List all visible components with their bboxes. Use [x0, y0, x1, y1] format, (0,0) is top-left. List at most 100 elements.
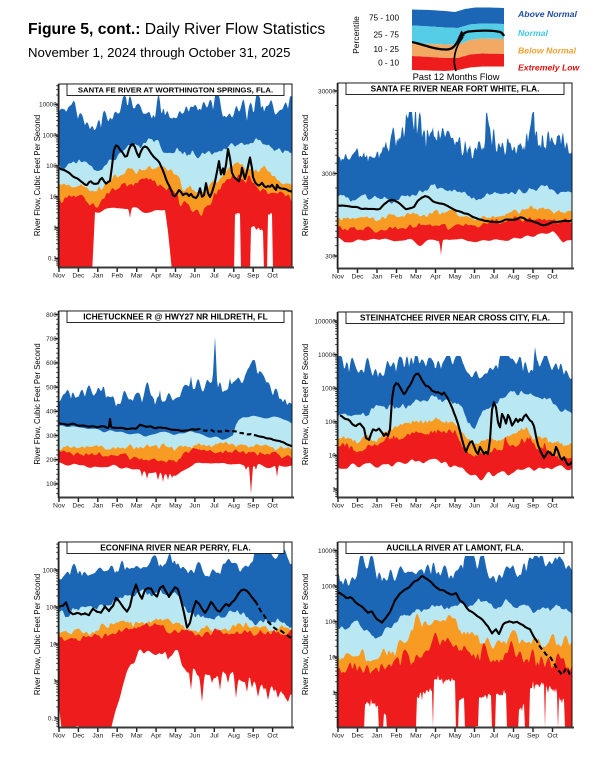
svg-text:1000: 1000 — [43, 567, 58, 574]
svg-text:Percentile: Percentile — [351, 16, 361, 54]
svg-text:Oct: Oct — [267, 273, 278, 280]
svg-text:Jan: Jan — [92, 503, 103, 510]
svg-text:Jan: Jan — [92, 733, 103, 740]
svg-text:Extremely Low: Extremely Low — [518, 63, 581, 73]
svg-text:May: May — [169, 733, 182, 740]
svg-text:Oct: Oct — [267, 733, 278, 740]
svg-text:Jul: Jul — [210, 503, 219, 510]
svg-text:Mar: Mar — [410, 733, 422, 740]
svg-text:Apr: Apr — [430, 733, 441, 740]
svg-text:Oct: Oct — [547, 733, 558, 740]
svg-text:Jul: Jul — [210, 733, 219, 740]
svg-text:Sep: Sep — [247, 273, 259, 280]
svg-text:Jan: Jan — [372, 503, 383, 510]
svg-text:Jun: Jun — [189, 273, 200, 280]
svg-text:Sep: Sep — [527, 274, 539, 281]
svg-text:Sep: Sep — [247, 733, 259, 740]
svg-text:Above Normal: Above Normal — [517, 9, 577, 19]
svg-text:Jun: Jun — [469, 503, 480, 510]
svg-text:Nov: Nov — [53, 733, 66, 740]
svg-text:Jul: Jul — [490, 733, 499, 740]
svg-text:800: 800 — [46, 312, 57, 319]
svg-text:Jul: Jul — [210, 273, 219, 280]
svg-text:75 - 100: 75 - 100 — [369, 14, 399, 23]
svg-text:Apr: Apr — [151, 733, 162, 740]
svg-text:1000: 1000 — [43, 132, 58, 139]
svg-text:500: 500 — [46, 384, 57, 391]
svg-text:Below Normal: Below Normal — [518, 46, 577, 56]
svg-text:Sep: Sep — [247, 503, 259, 510]
svg-text:SANTA FE RIVER AT WORTHINGTON: SANTA FE RIVER AT WORTHINGTON SPRINGS, F… — [78, 86, 273, 95]
svg-text:Feb: Feb — [111, 733, 123, 740]
svg-text:1: 1 — [332, 690, 336, 697]
svg-text:Mar: Mar — [131, 733, 143, 740]
svg-text:100000: 100000 — [314, 318, 336, 325]
svg-text:100: 100 — [325, 619, 336, 626]
svg-text:Mar: Mar — [410, 503, 422, 510]
svg-text:1000: 1000 — [322, 583, 337, 590]
svg-text:ICHETUCKNEE R @ HWY27 NR HILDR: ICHETUCKNEE R @ HWY27 NR HILDRETH, FL — [83, 312, 268, 322]
svg-text:November 1, 2024 through Octob: November 1, 2024 through October 31, 202… — [28, 45, 290, 60]
svg-text:May: May — [169, 273, 182, 280]
svg-text:Jun: Jun — [469, 733, 480, 740]
svg-text:Jan: Jan — [92, 273, 103, 280]
svg-text:ECONFINA RIVER NEAR PERRY, FLA: ECONFINA RIVER NEAR PERRY, FLA. — [100, 543, 251, 553]
svg-text:Dec: Dec — [72, 273, 85, 280]
svg-text:May: May — [449, 733, 462, 740]
svg-text:Jul: Jul — [490, 503, 499, 510]
svg-text:Apr: Apr — [151, 503, 162, 510]
svg-text:May: May — [169, 503, 182, 510]
svg-text:Jun: Jun — [189, 733, 200, 740]
svg-text:Jun: Jun — [469, 274, 480, 281]
svg-text:Sep: Sep — [527, 733, 539, 740]
svg-text:Feb: Feb — [391, 503, 403, 510]
svg-text:10: 10 — [50, 641, 58, 648]
svg-text:Jan: Jan — [372, 274, 383, 281]
svg-text:STEINHATCHEE RIVER NEAR CROSS: STEINHATCHEE RIVER NEAR CROSS CITY, FLA. — [360, 314, 550, 323]
svg-text:10: 10 — [329, 654, 337, 661]
svg-text:Normal: Normal — [518, 28, 549, 38]
svg-text:Nov: Nov — [332, 503, 345, 510]
svg-text:AUCILLA RIVER AT LAMONT, FLA.: AUCILLA RIVER AT LAMONT, FLA. — [386, 543, 523, 553]
svg-text:10000: 10000 — [318, 548, 336, 555]
svg-text:Jun: Jun — [189, 503, 200, 510]
svg-text:10000: 10000 — [39, 102, 57, 109]
svg-text:Dec: Dec — [72, 503, 85, 510]
svg-text:Nov: Nov — [332, 274, 345, 281]
svg-text:0.1: 0.1 — [48, 715, 57, 722]
svg-text:May: May — [449, 274, 462, 281]
svg-text:River Flow, Cubic Feet Per Sec: River Flow, Cubic Feet Per Second — [301, 344, 310, 465]
svg-text:Figure 5, cont.: Daily River F: Figure 5, cont.: Daily River Flow Statis… — [28, 21, 325, 38]
svg-text:400: 400 — [46, 409, 57, 416]
svg-text:1: 1 — [53, 678, 57, 685]
svg-text:Nov: Nov — [53, 273, 66, 280]
svg-text:30000: 30000 — [318, 88, 336, 95]
svg-text:0 - 10: 0 - 10 — [378, 59, 399, 68]
svg-text:100: 100 — [325, 419, 336, 426]
svg-text:River Flow, Cubic Feet Per Sec: River Flow, Cubic Feet Per Second — [33, 343, 42, 464]
svg-text:Aug: Aug — [507, 733, 519, 740]
svg-text:10 - 25: 10 - 25 — [374, 45, 400, 54]
svg-text:Mar: Mar — [410, 274, 422, 281]
svg-text:Feb: Feb — [391, 274, 403, 281]
svg-text:1000: 1000 — [322, 386, 337, 393]
svg-text:700: 700 — [46, 336, 57, 343]
svg-text:Dec: Dec — [351, 733, 364, 740]
svg-text:100: 100 — [46, 604, 57, 611]
svg-text:25 - 75: 25 - 75 — [374, 31, 400, 40]
svg-text:Dec: Dec — [72, 733, 85, 740]
svg-text:200: 200 — [46, 457, 57, 464]
svg-text:1: 1 — [332, 486, 336, 493]
svg-text:10: 10 — [329, 453, 337, 460]
svg-text:Past 12 Months Flow: Past 12 Months Flow — [413, 72, 500, 82]
svg-text:Feb: Feb — [391, 733, 403, 740]
svg-text:River Flow, Cubic Feet Per Sec: River Flow, Cubic Feet Per Second — [301, 574, 310, 695]
svg-text:Oct: Oct — [547, 274, 558, 281]
svg-text:600: 600 — [46, 360, 57, 367]
svg-text:Mar: Mar — [131, 273, 143, 280]
svg-text:Apr: Apr — [151, 273, 162, 280]
svg-text:Apr: Apr — [430, 503, 441, 510]
svg-text:Sep: Sep — [527, 503, 539, 510]
svg-text:May: May — [449, 503, 462, 510]
svg-text:River Flow, Cubic Feet Per Sec: River Flow, Cubic Feet Per Second — [33, 115, 42, 236]
